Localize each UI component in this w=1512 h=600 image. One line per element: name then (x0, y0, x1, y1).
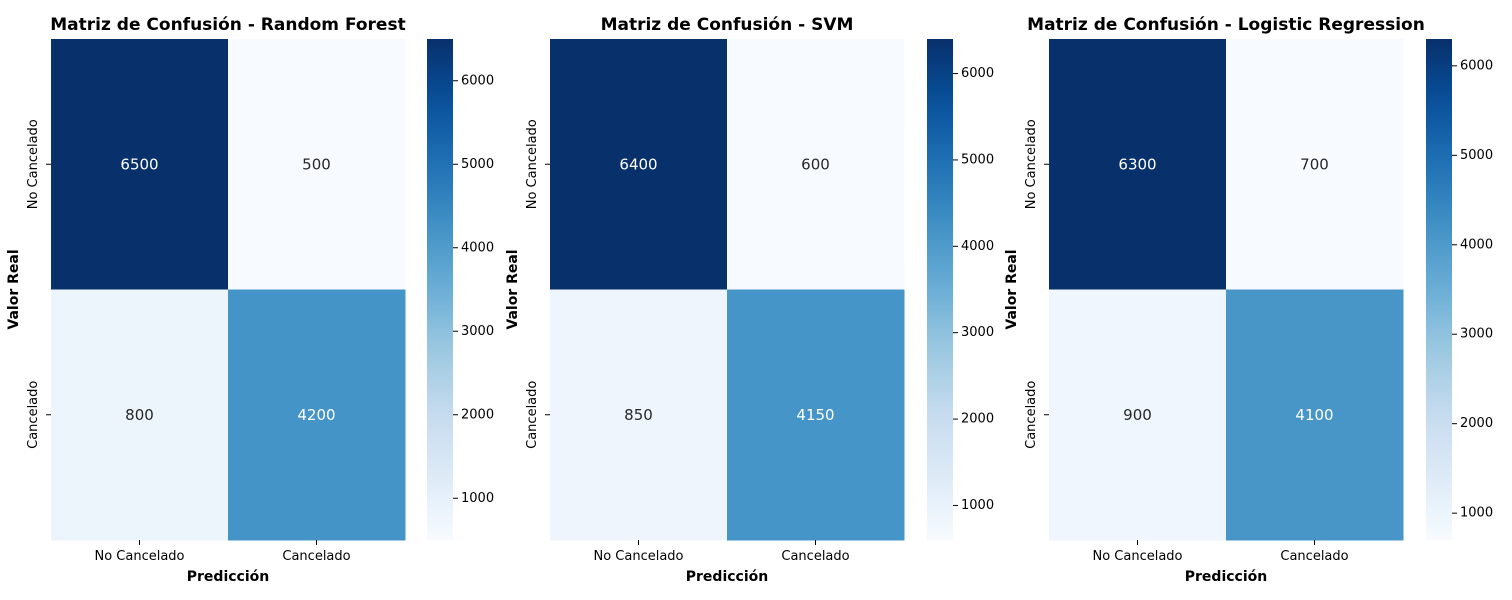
colorbar-tick-label: 4000 (461, 240, 494, 255)
cell-value-label: 600 (801, 155, 830, 173)
colorbar-tick-label: 6000 (961, 66, 994, 81)
x-tick-label: No Cancelado (1092, 549, 1182, 564)
x-tick-label: No Cancelado (593, 549, 683, 564)
colorbar (1426, 39, 1452, 540)
chart-title: Matriz de Confusión - Random Forest (50, 15, 405, 35)
colorbar-tick-label: 6000 (1460, 58, 1493, 73)
y-tick-label: No Cancelado (525, 119, 540, 209)
colorbar-tick-label: 4000 (1460, 237, 1493, 252)
heatmap-cell (1049, 289, 1227, 541)
cell-value-label: 800 (125, 406, 154, 424)
heatmap-cell (1049, 39, 1227, 290)
x-axis-label: Predicción (187, 569, 269, 585)
colorbar (927, 39, 953, 540)
cell-value-label: 850 (624, 406, 653, 424)
colorbar-tick-label: 5000 (461, 157, 494, 172)
cell-value-label: 900 (1123, 406, 1152, 424)
x-axis-label: Predicción (1185, 569, 1267, 585)
cell-value-label: 500 (302, 155, 331, 173)
x-tick-label: Cancelado (282, 549, 350, 564)
chart-title: Matriz de Confusión - SVM (601, 15, 854, 35)
cell-value-label: 4200 (297, 406, 335, 424)
colorbar-tick-label: 6000 (461, 73, 494, 88)
heatmap-cell (727, 289, 905, 541)
colorbar-tick-label: 5000 (1460, 148, 1493, 163)
colorbar-tick-label: 1000 (961, 498, 994, 513)
heatmap-cell (1226, 289, 1404, 541)
y-tick-label: No Cancelado (26, 119, 41, 209)
cell-value-label: 6300 (1118, 155, 1156, 173)
x-tick-label: No Cancelado (94, 549, 184, 564)
y-tick-label: No Cancelado (1024, 119, 1039, 209)
colorbar-tick-label: 4000 (961, 239, 994, 254)
heatmap-cell (51, 289, 229, 541)
cell-value-label: 6500 (120, 155, 158, 173)
heatmap-cell (550, 39, 728, 290)
y-axis-label: Valor Real (505, 249, 521, 329)
y-axis-label: Valor Real (6, 249, 22, 329)
colorbar-tick-label: 2000 (461, 407, 494, 422)
colorbar-tick-label: 3000 (1460, 327, 1493, 342)
y-axis-label: Valor Real (1004, 249, 1020, 329)
heatmap-cell (1226, 39, 1404, 290)
x-tick-label: Cancelado (781, 549, 849, 564)
colorbar-tick-label: 2000 (1460, 416, 1493, 431)
colorbar-tick-label: 5000 (961, 152, 994, 167)
y-tick-label: Cancelado (1024, 381, 1039, 449)
heatmap-cell (51, 39, 229, 290)
colorbar-tick-label: 3000 (961, 325, 994, 340)
colorbar-tick-label: 3000 (461, 324, 494, 339)
chart-title: Matriz de Confusión - Logistic Regressio… (1027, 15, 1425, 35)
confusion-matrix-panel: 6500 500 800 4200 Matriz de Confusión - Rand… (6, 15, 494, 585)
cell-value-label: 4150 (796, 406, 834, 424)
y-tick-label: Cancelado (26, 381, 41, 449)
heatmap-cell (550, 289, 728, 541)
confusion-matrix-panel: 6400 600 850 4150 Matriz de Confusión - SVM N… (505, 15, 994, 585)
colorbar-tick-label: 1000 (1460, 506, 1493, 521)
cell-value-label: 4100 (1295, 406, 1333, 424)
heatmap-cell (727, 39, 905, 290)
cell-value-label: 6400 (619, 155, 657, 173)
colorbar-tick-label: 2000 (961, 412, 994, 427)
y-tick-label: Cancelado (525, 381, 540, 449)
x-tick-label: Cancelado (1280, 549, 1348, 564)
confusion-matrix-panel: 6300 700 900 4100 Matriz de Confusión - Logi… (1004, 15, 1493, 585)
colorbar-tick-label: 1000 (461, 491, 494, 506)
heatmap-cell (228, 289, 406, 541)
x-axis-label: Predicción (686, 569, 768, 585)
colorbar (427, 39, 453, 540)
cell-value-label: 700 (1300, 155, 1329, 173)
heatmap-cell (228, 39, 406, 290)
